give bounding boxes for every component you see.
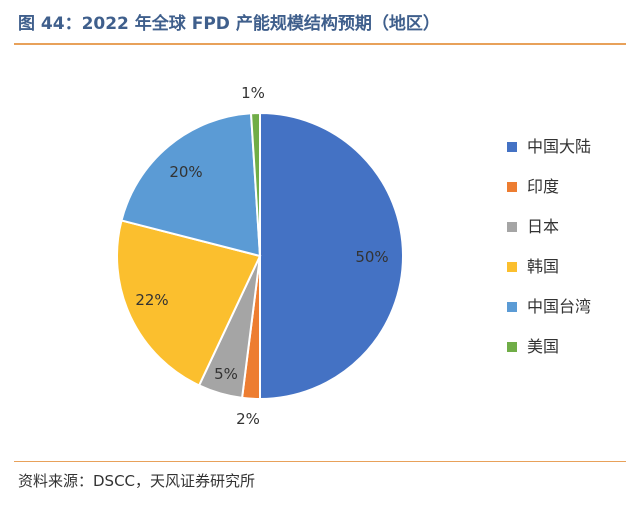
legend-label: 中国台湾 [527, 297, 591, 316]
pie-slice [116, 219, 262, 387]
legend-label: 中国大陆 [527, 137, 591, 156]
pie-slices [116, 111, 404, 401]
pie-labels: 50% 2% 5% 22% 20% 1% [135, 84, 388, 428]
legend-label: 美国 [527, 337, 559, 356]
legend-label: 日本 [527, 217, 559, 236]
pie-slice [259, 111, 404, 401]
source-note: 资料来源：DSCC，天风证券研究所 [18, 472, 256, 490]
slice-data-label: 5% [214, 365, 238, 383]
legend-label: 韩国 [527, 257, 559, 276]
legend-swatch [507, 142, 517, 152]
slice-data-label: 1% [241, 84, 265, 102]
pie-slice [120, 112, 262, 258]
slice-data-label: 20% [169, 163, 202, 181]
legend-label: 印度 [527, 177, 559, 196]
legend-swatch [507, 302, 517, 312]
pie-slice [249, 111, 261, 257]
legend-swatch [507, 182, 517, 192]
source-divider [14, 461, 626, 462]
legend-swatch [507, 262, 517, 272]
chart-title: 图 44：2022 年全球 FPD 产能规模结构预期（地区） [18, 14, 440, 34]
legend-swatch [507, 342, 517, 352]
legend-swatch [507, 222, 517, 232]
slice-data-label: 22% [135, 291, 168, 309]
title-divider [14, 43, 626, 45]
slice-data-label: 2% [236, 410, 260, 428]
slice-data-label: 50% [355, 248, 388, 266]
